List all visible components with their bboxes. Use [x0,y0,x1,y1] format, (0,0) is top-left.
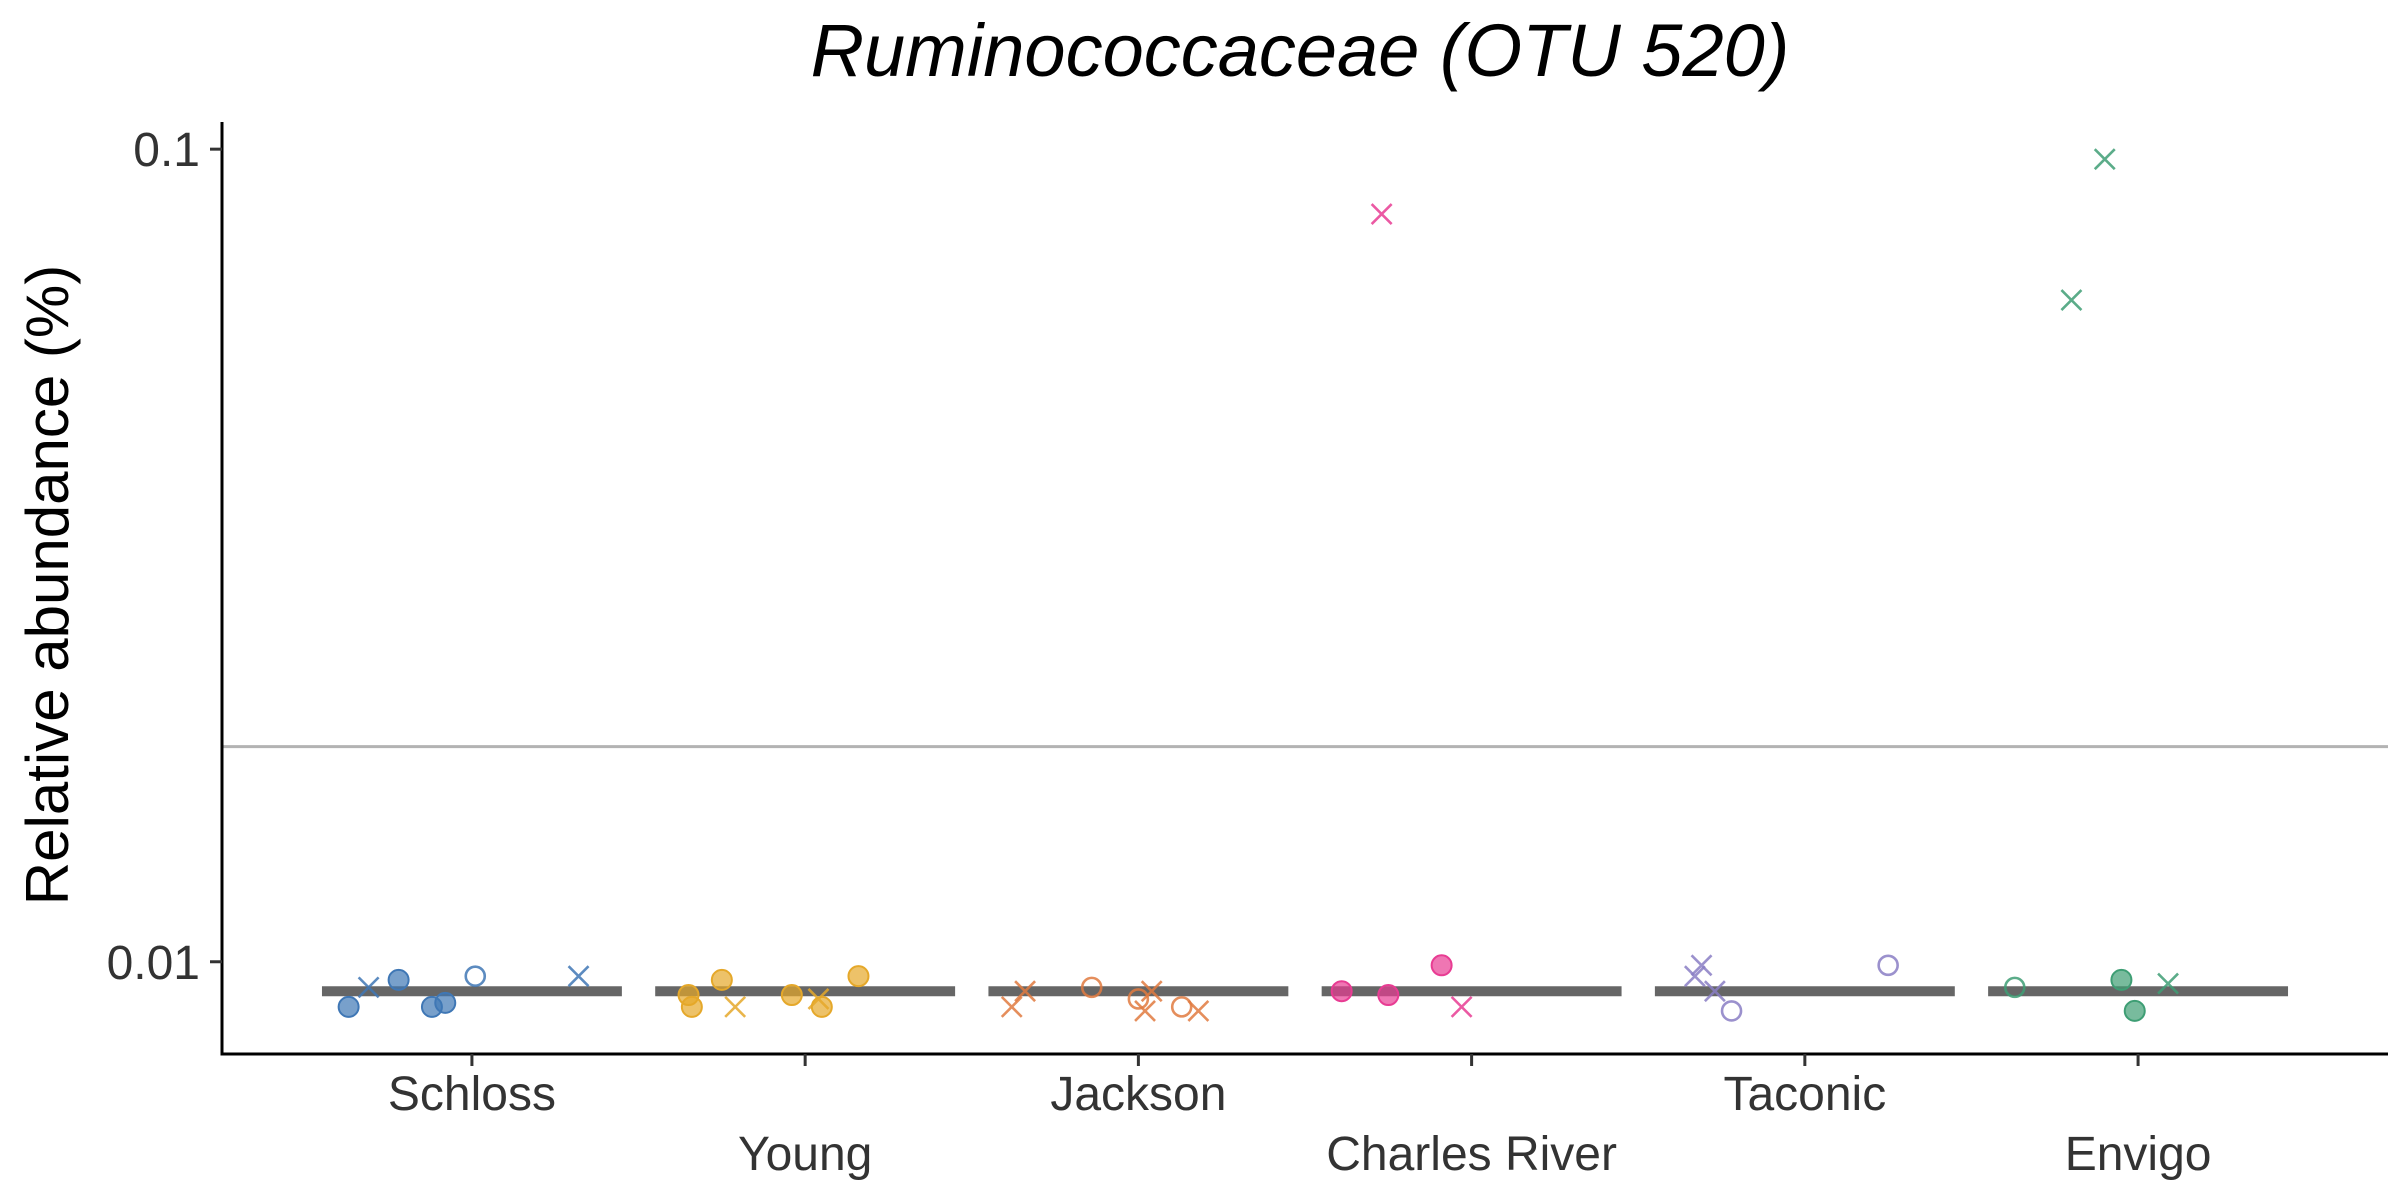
x-tick-label: Schloss [388,1068,556,1121]
data-point-open [1720,1000,1743,1022]
data-point-x [1703,980,1726,1003]
data-point-x [567,965,590,988]
plot-area: 0.01 0.1 Schloss Young Jackson Charles River T… [107,122,2388,1181]
y-tick-label: 0.01 [107,937,200,990]
x-tick-label: Charles River [1326,1128,1617,1181]
x-tick-label: Young [738,1128,872,1181]
y-tick-label: 0.1 [133,124,200,177]
data-point-open [1127,988,1150,1010]
data-point-filled [680,995,703,1018]
data-point-filled [1430,954,1453,977]
data-point-x [1450,995,1473,1018]
y-axis-label: Relative abundance (%) [14,265,81,905]
data-point-open [1170,996,1193,1018]
data-point-x [2060,289,2083,312]
data-point-x [1000,995,1023,1018]
data-point-x [724,995,747,1018]
data-point-x [1014,980,1037,1003]
data-point-x [1134,999,1156,1022]
data-point-filled [1330,980,1353,1003]
data-point-filled [434,991,457,1014]
data-point-x [2157,972,2179,995]
data-point-open [2003,976,2026,999]
data-point-x [1187,999,1210,1022]
data-point-filled [780,984,803,1007]
data-point-x [1140,980,1163,1003]
data-point-filled [710,968,733,991]
data-point-open [1877,954,1899,977]
data-point-x [1370,203,1393,225]
x-tick-label: Envigo [2065,1128,2212,1181]
data-point-filled [2110,968,2133,991]
data-point-x [1683,965,1706,988]
data-point-filled [1377,984,1400,1007]
data-point-x [1690,954,1713,977]
chart-title: Ruminococcaceae (OTU 520) [811,9,1790,92]
x-tick-label: Jackson [1050,1068,1226,1121]
x-tick-label: Taconic [1723,1068,1886,1121]
data-point-open [1080,976,1103,999]
data-point-open [464,965,487,987]
data-point-filled [847,965,870,988]
data-point-filled [337,995,360,1018]
data-point-x [357,976,380,999]
data-point-x [2093,148,2116,171]
data-point-filled [387,968,410,991]
data-point-filled [2123,999,2146,1022]
data-point-filled [810,995,833,1018]
